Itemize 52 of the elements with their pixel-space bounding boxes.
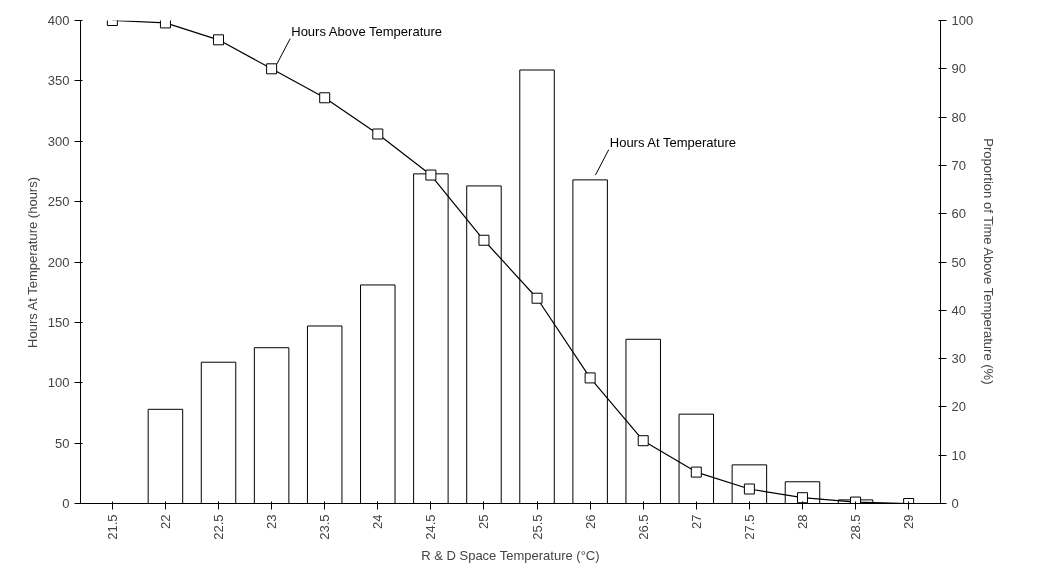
- y2-tick-label: 40: [951, 302, 966, 318]
- y-tick-label: 0: [62, 496, 70, 511]
- x-tick-label: 22: [157, 514, 173, 529]
- point: [637, 435, 649, 447]
- point: [266, 63, 278, 75]
- y-tick-label: 250: [47, 194, 70, 210]
- y2-tick-label: 90: [951, 61, 966, 77]
- x-tick-label: 26: [582, 514, 598, 529]
- y2-tick-label: 80: [951, 109, 966, 125]
- point: [584, 372, 596, 384]
- point: [531, 292, 543, 304]
- y-tick-label: 100: [47, 375, 70, 391]
- x-tick-label: 21.5: [104, 514, 120, 540]
- y-tick-label: 300: [47, 133, 70, 149]
- point: [425, 169, 437, 181]
- annotation: Hours At Temperature: [609, 134, 736, 150]
- x-tick-label: 29: [901, 514, 917, 529]
- y2-tick-label: 30: [951, 351, 966, 367]
- x-tick-label: 25: [476, 514, 492, 529]
- y-tick-label: 400: [47, 13, 70, 28]
- y-axis-title: Hours At Temperature (hours): [24, 176, 40, 348]
- y2-tick-label: 20: [951, 399, 966, 415]
- x-tick-label: 24.5: [423, 514, 439, 540]
- point: [690, 466, 702, 478]
- annotation: Hours Above Temperature: [291, 23, 443, 39]
- y2-tick-label: 0: [951, 496, 959, 511]
- x-tick-label: 26.5: [635, 514, 651, 540]
- y2-tick-label: 70: [951, 157, 966, 173]
- x-tick-label: 22.5: [211, 514, 227, 540]
- y-tick-label: 200: [47, 254, 70, 270]
- x-tick-label: 28.5: [848, 514, 864, 540]
- y2-tick-label: 50: [951, 254, 966, 270]
- x-tick-label: 27.5: [741, 514, 757, 540]
- point: [372, 128, 384, 140]
- point: [159, 20, 171, 29]
- y-tick-label: 50: [55, 435, 70, 451]
- x-tick-label: 24: [370, 514, 386, 529]
- point: [319, 92, 331, 104]
- point: [213, 34, 225, 46]
- x-axis-title: R & D Space Temperature (°C): [421, 547, 600, 563]
- x-tick-label: 23: [264, 514, 280, 529]
- point: [478, 234, 490, 246]
- y-tick-label: 150: [47, 314, 70, 330]
- y2-tick-label: 10: [951, 447, 966, 463]
- x-tick-label: 28: [794, 514, 810, 529]
- x-tick-label: 23.5: [317, 514, 333, 540]
- y2-axis-title: Proportion of Time Above Temperature (%): [981, 138, 997, 385]
- x-tick-label: 25.5: [529, 514, 545, 540]
- y2-tick-label: 100: [951, 13, 974, 28]
- y2-tick-label: 60: [951, 206, 966, 222]
- y-tick-label: 350: [47, 73, 70, 89]
- x-tick-label: 27: [688, 514, 704, 529]
